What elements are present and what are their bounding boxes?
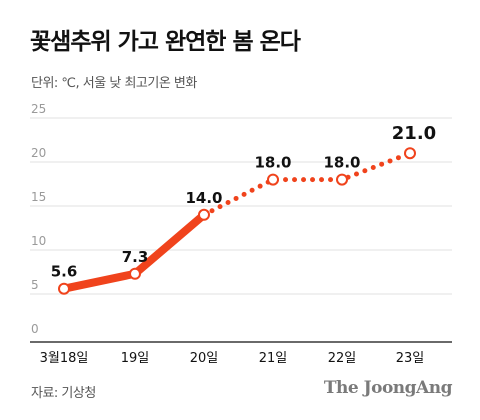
data-point bbox=[336, 173, 348, 186]
data-point bbox=[198, 208, 210, 221]
x-tick-label: 21일 bbox=[259, 351, 288, 366]
data-label: 7.3 bbox=[122, 248, 149, 266]
x-axis-ticks: 3월18일 19일 20일 21일 22일 23일 bbox=[40, 351, 425, 366]
y-tick-label: 5 bbox=[31, 278, 39, 292]
y-tick-label: 0 bbox=[31, 322, 39, 336]
y-tick-label: 15 bbox=[31, 190, 46, 204]
y-tick-label: 20 bbox=[31, 146, 46, 160]
y-axis-ticks: 0 5 10 15 20 25 bbox=[31, 102, 46, 336]
page-title: 꽃샘추위 가고 완연한 봄 온다 bbox=[30, 29, 301, 55]
data-label: 21.0 bbox=[392, 123, 436, 144]
brand-logo: The JoongAng bbox=[323, 378, 453, 398]
x-tick-label: 22일 bbox=[328, 351, 357, 366]
source-note: 자료: 기상청 bbox=[31, 386, 96, 401]
data-label: 14.0 bbox=[185, 189, 222, 207]
x-tick-label: 20일 bbox=[190, 351, 219, 366]
data-label: 5.6 bbox=[51, 263, 78, 281]
data-point bbox=[129, 267, 141, 280]
data-labels: 5.6 7.3 14.0 18.0 18.0 21.0 bbox=[51, 123, 437, 281]
y-tick-label: 25 bbox=[31, 102, 46, 116]
y-tick-label: 10 bbox=[31, 234, 46, 248]
data-label: 18.0 bbox=[254, 154, 291, 172]
x-tick-label: 19일 bbox=[121, 351, 150, 366]
x-tick-label: 23일 bbox=[396, 351, 425, 366]
data-point bbox=[404, 147, 416, 160]
x-tick-label: 3월18일 bbox=[40, 351, 89, 366]
data-points bbox=[58, 147, 416, 295]
data-label: 18.0 bbox=[323, 154, 360, 172]
data-point bbox=[267, 173, 279, 186]
series-line bbox=[60, 150, 413, 293]
chart-subtitle: 단위: ℃, 서울 낮 최고기온 변화 bbox=[31, 76, 197, 91]
data-point bbox=[58, 282, 70, 295]
grid-lines bbox=[30, 117, 452, 295]
